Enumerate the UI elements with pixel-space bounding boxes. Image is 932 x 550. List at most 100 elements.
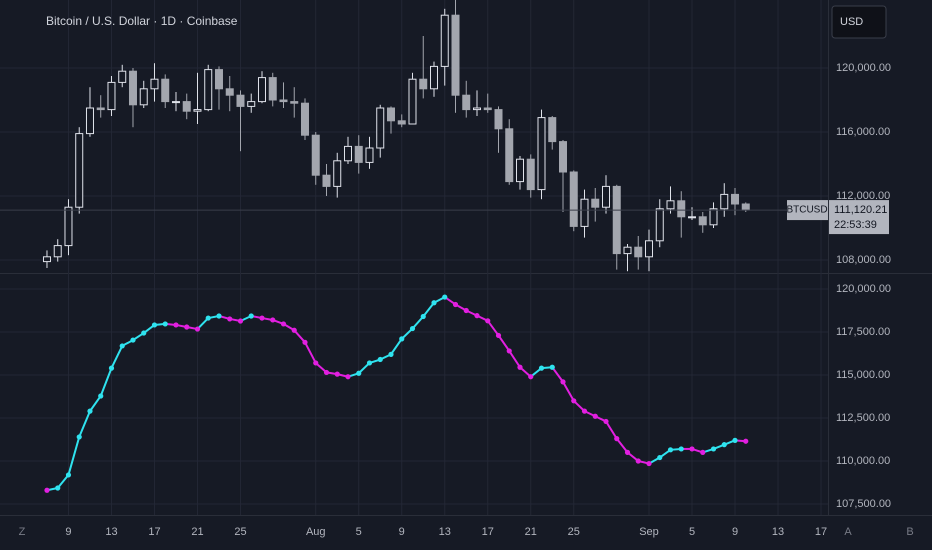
candle-body — [580, 198, 589, 227]
line-segment — [486, 320, 500, 337]
x-tick-label: 17 — [482, 526, 494, 538]
y-tick-label: 115,000.00 — [836, 369, 890, 381]
line-segment — [56, 474, 70, 489]
x-tick-label: 21 — [525, 526, 537, 538]
line-segment — [411, 315, 424, 330]
candle-body — [225, 88, 234, 96]
line-segment — [605, 420, 618, 440]
candle-body — [118, 70, 127, 83]
x-tick-label: 25 — [234, 526, 246, 538]
currency-button-label[interactable]: USD — [840, 16, 863, 28]
candle-body — [505, 128, 514, 183]
symbol-tag-label: BTCUSD — [786, 205, 827, 216]
candle-body — [386, 107, 395, 122]
line-segment — [99, 367, 113, 397]
line-point — [560, 379, 566, 385]
candle-body — [365, 147, 374, 163]
candle-body — [720, 193, 729, 210]
corner-button[interactable]: Z — [19, 526, 26, 538]
line-point — [216, 313, 222, 319]
line-point — [302, 339, 308, 345]
line-point — [442, 294, 448, 300]
line-point — [119, 343, 125, 349]
candle-body — [257, 77, 266, 103]
candle-body — [311, 134, 320, 176]
candle-body — [182, 101, 191, 112]
candle-body — [709, 208, 718, 226]
price-tag-label: 111,120.21 — [834, 204, 887, 216]
y-tick-label: 112,500.00 — [836, 412, 890, 424]
x-tick-label: 9 — [65, 526, 71, 538]
line-point — [592, 413, 598, 419]
line-point — [108, 365, 115, 371]
candle-body — [204, 69, 213, 111]
line-point — [549, 364, 555, 370]
line-point — [495, 332, 502, 339]
currency-button[interactable] — [831, 5, 887, 39]
candle-body — [569, 171, 578, 227]
y-tick-label: 117,500.00 — [836, 326, 890, 338]
line-point — [356, 370, 362, 376]
line-point — [452, 301, 459, 308]
x-tick-label: Aug — [306, 526, 326, 538]
candle-body — [698, 216, 707, 226]
candle-body — [483, 107, 492, 111]
line-point — [259, 315, 265, 321]
x-tick-label: 25 — [568, 526, 580, 538]
candle-body — [537, 117, 546, 191]
line-point — [614, 436, 620, 442]
candle-body — [559, 141, 568, 173]
candle-body — [268, 77, 277, 101]
line-point — [635, 458, 641, 464]
line-segment — [390, 338, 403, 355]
x-tick-label: 5 — [689, 526, 695, 538]
line-point — [581, 408, 588, 414]
candle-body — [322, 174, 331, 187]
candle-body — [161, 78, 170, 103]
line-point — [388, 351, 394, 357]
y-tick-label: 120,000.00 — [836, 62, 891, 74]
candle-body — [64, 206, 73, 247]
candle-body — [214, 69, 223, 90]
line-point — [194, 326, 201, 332]
symbol-tag — [787, 200, 828, 221]
candle-body — [419, 78, 428, 90]
line-segment — [422, 302, 435, 318]
x-tick-label: 9 — [732, 526, 738, 538]
line-segment — [67, 436, 81, 476]
line-point — [678, 446, 684, 452]
line-point — [431, 300, 437, 306]
line-point — [313, 360, 319, 366]
line-point — [162, 321, 168, 327]
y-tick-label: 110,000.00 — [836, 455, 890, 467]
x-tick-label: 13 — [439, 526, 451, 538]
x-tick-label: 21 — [191, 526, 203, 538]
line-point — [377, 356, 383, 363]
scale-button[interactable]: A — [844, 526, 852, 538]
candle-body — [236, 94, 245, 107]
candle-body — [42, 256, 51, 263]
candle-body — [612, 185, 621, 255]
candle-body — [494, 109, 503, 130]
candle-body — [408, 78, 417, 125]
candle-body — [623, 246, 632, 255]
line-point — [624, 449, 631, 455]
scale-button[interactable]: B — [906, 526, 913, 538]
candle-body — [193, 109, 202, 112]
grid — [0, 0, 828, 515]
y-tick-label: 116,000.00 — [836, 126, 890, 138]
line-segment — [562, 381, 575, 402]
candle-body — [462, 94, 471, 111]
labels: 9 13 17 21 25 Aug 5 9 13 17 21 25 Sep 5 9 13 17 108,000.0… — [65, 62, 891, 538]
x-tick-label: 13 — [105, 526, 117, 538]
x-tick-label: 9 — [399, 526, 405, 538]
candle-body — [171, 101, 180, 104]
line-point — [366, 360, 373, 366]
line-point — [646, 460, 652, 467]
line-point — [538, 365, 545, 371]
candle-body — [602, 185, 611, 208]
y-tick-label: 112,000.00 — [836, 190, 890, 202]
candle-body — [741, 203, 750, 211]
line-point — [291, 327, 297, 333]
line-point — [323, 369, 330, 376]
